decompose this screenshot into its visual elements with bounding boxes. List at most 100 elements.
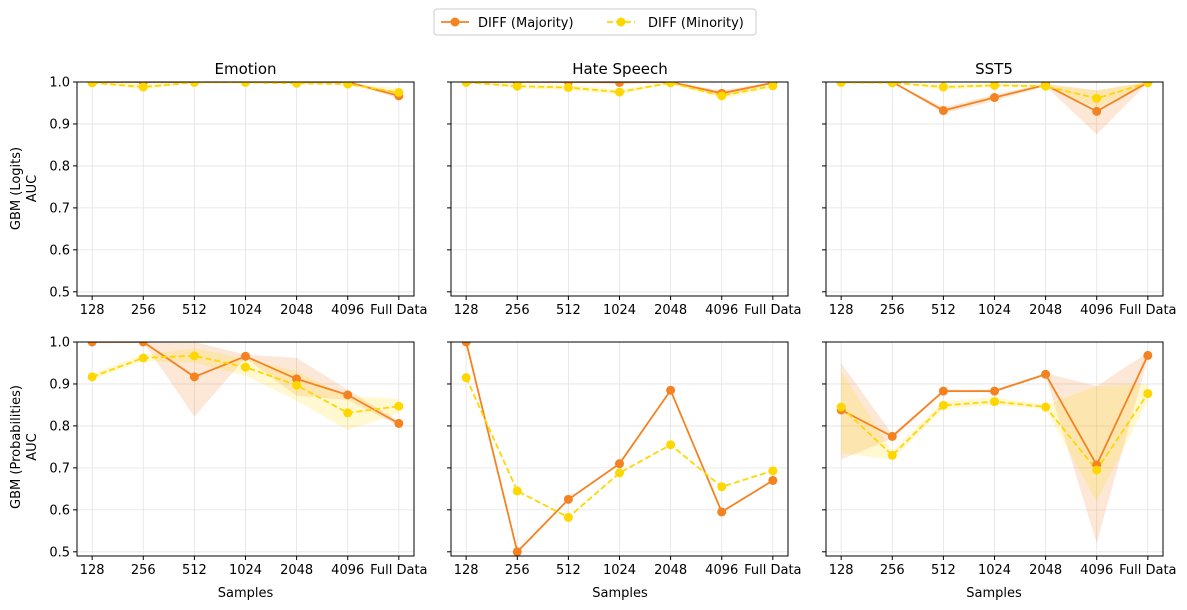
- legend-minority-marker: [616, 17, 626, 27]
- point-hate-speech-probs-1-5: [717, 482, 727, 492]
- xlabel-emotion: Samples: [218, 586, 274, 601]
- ytick-label-emotion-probs-1: 0.6: [49, 503, 70, 518]
- xtick-label-emotion-logits-1: 256: [131, 303, 156, 318]
- point-hate-speech-probs-1-2: [563, 512, 573, 522]
- point-hate-speech-logits-1-5: [717, 91, 727, 101]
- point-sst5-logits-1-0: [836, 82, 846, 87]
- band-sst5-logits-1: [841, 82, 1148, 108]
- point-emotion-probs-0-1: [138, 342, 148, 347]
- row1-ylabel-line1: GBM (Logits): [9, 147, 24, 230]
- point-hate-speech-probs-1-3: [615, 468, 624, 478]
- xtick-label-sst5-logits-4: 2048: [1029, 303, 1062, 318]
- xtick-label-emotion-logits-3: 1024: [229, 303, 262, 318]
- point-sst5-logits-1-2: [938, 82, 948, 92]
- xtick-label-emotion-probs-5: 4096: [331, 563, 364, 578]
- point-emotion-probs-0-6: [394, 418, 404, 428]
- ytick-label-emotion-logits-4: 0.9: [49, 117, 70, 132]
- xtick-label-hate-speech-probs-0: 128: [454, 563, 479, 578]
- xtick-label-sst5-probs-4: 2048: [1029, 563, 1062, 578]
- ytick-label-emotion-logits-5: 1.0: [49, 76, 70, 91]
- panel-emotion-logits: 128 256 512 1024 2048 4096 Full Data 0.5 0.6 0.7 0…: [49, 76, 427, 319]
- ytick-label-emotion-logits-0: 0.5: [49, 285, 70, 300]
- xtick-label-emotion-probs-4: 2048: [280, 563, 313, 578]
- point-sst5-logits-0-5: [1092, 106, 1102, 116]
- point-emotion-probs-1-2: [189, 351, 199, 361]
- xtick-label-emotion-probs-1: 256: [131, 563, 156, 578]
- point-hate-speech-probs-0-6: [768, 475, 778, 485]
- plot-area-hate-speech-probs: [461, 342, 778, 556]
- point-hate-speech-logits-0-3: [615, 82, 624, 87]
- point-sst5-probs-1-1: [887, 450, 897, 460]
- point-sst5-probs-0-1: [887, 431, 897, 441]
- band-emotion-logits-1: [92, 82, 399, 97]
- panel-hate-speech-logits: 128 256 512 1024 2048 4096 Full Data: [447, 81, 802, 318]
- xtick-label-sst5-logits-1: 256: [880, 303, 905, 318]
- point-hate-speech-probs-1-4: [666, 440, 676, 450]
- xtick-label-sst5-logits-0: 128: [829, 303, 854, 318]
- xtick-label-hate-speech-probs-2: 512: [556, 563, 581, 578]
- xtick-label-sst5-probs-1: 256: [880, 563, 905, 578]
- point-sst5-logits-1-1: [887, 82, 897, 88]
- point-hate-speech-probs-0-1: [512, 547, 522, 556]
- row2-ylabel-line1: GBM (Probabilities): [9, 385, 24, 509]
- xlabel-sst5: Samples: [966, 586, 1022, 601]
- point-hate-speech-logits-1-2: [563, 82, 573, 92]
- xtick-label-emotion-logits-2: 512: [182, 303, 207, 318]
- point-sst5-logits-1-3: [990, 82, 999, 90]
- legend-majority-label: DIFF (Majority): [478, 16, 574, 31]
- panel-sst5-probs: 128 256 512 1024 2048 4096 Full Data: [822, 341, 1177, 578]
- point-sst5-probs-0-3: [990, 386, 999, 396]
- xtick-label-hate-speech-logits-1: 256: [505, 303, 530, 318]
- point-emotion-logits-1-5: [343, 82, 353, 89]
- point-emotion-probs-1-3: [241, 362, 250, 372]
- xtick-label-hate-speech-probs-3: 1024: [603, 563, 636, 578]
- point-emotion-logits-1-0: [87, 82, 97, 88]
- plot-area-emotion-probs: [87, 342, 404, 431]
- panel-emotion-probs: 128 256 512 1024 2048 4096 Full Data 0.5 0.6 0.7 0…: [49, 336, 427, 579]
- point-hate-speech-probs-0-2: [563, 494, 573, 504]
- panel-hate-speech-probs: 128 256 512 1024 2048 4096 Full Data: [447, 341, 802, 578]
- ytick-label-emotion-logits-2: 0.7: [49, 201, 70, 216]
- xtick-label-hate-speech-logits-2: 512: [556, 303, 581, 318]
- xtick-label-sst5-logits-3: 1024: [978, 303, 1011, 318]
- point-hate-speech-probs-1-1: [512, 486, 522, 496]
- point-sst5-logits-1-5: [1092, 93, 1102, 103]
- band-emotion-probs-0: [92, 342, 399, 426]
- xtick-label-emotion-logits-5: 4096: [331, 303, 364, 318]
- point-sst5-probs-0-4: [1041, 369, 1051, 379]
- xtick-label-hate-speech-probs-5: 4096: [705, 563, 738, 578]
- plot-area-hate-speech-logits: [461, 82, 778, 101]
- ytick-label-emotion-probs-5: 1.0: [49, 336, 70, 351]
- point-hate-speech-probs-0-5: [717, 507, 727, 517]
- xtick-label-hate-speech-logits-3: 1024: [603, 303, 636, 318]
- ytick-label-emotion-probs-3: 0.8: [49, 419, 70, 434]
- xtick-label-sst5-probs-2: 512: [931, 563, 956, 578]
- legend-minority-label: DIFF (Minority): [648, 16, 744, 31]
- point-emotion-probs-1-1: [138, 353, 148, 363]
- plot-area-emotion-logits: [87, 82, 404, 101]
- point-emotion-probs-0-0: [87, 342, 97, 347]
- point-hate-speech-probs-1-6: [768, 466, 778, 476]
- xtick-label-sst5-probs-5: 4096: [1080, 563, 1113, 578]
- legend-majority-marker: [450, 17, 460, 27]
- point-emotion-logits-1-6: [394, 87, 404, 97]
- point-emotion-probs-0-4: [292, 374, 302, 384]
- xtick-label-emotion-logits-4: 2048: [280, 303, 313, 318]
- xtick-label-hate-speech-probs-1: 256: [505, 563, 530, 578]
- panel-title-sst5: SST5: [975, 60, 1013, 78]
- point-emotion-logits-1-1: [138, 82, 148, 92]
- point-emotion-probs-0-3: [241, 351, 250, 361]
- point-emotion-probs-1-0: [87, 372, 97, 382]
- xtick-label-sst5-probs-0: 128: [829, 563, 854, 578]
- point-hate-speech-logits-1-4: [666, 82, 676, 88]
- row1-ylabel-line2: AUC: [25, 175, 40, 203]
- point-hate-speech-probs-0-0: [461, 342, 471, 347]
- point-hate-speech-logits-1-0: [461, 82, 471, 87]
- ytick-label-emotion-probs-4: 0.9: [49, 377, 70, 392]
- point-hate-speech-probs-0-4: [666, 385, 676, 395]
- point-sst5-logits-1-6: [1143, 82, 1153, 88]
- ytick-label-emotion-probs-0: 0.5: [49, 545, 70, 560]
- band-hate-speech-logits-0: [466, 82, 773, 97]
- point-sst5-probs-1-5: [1092, 465, 1102, 475]
